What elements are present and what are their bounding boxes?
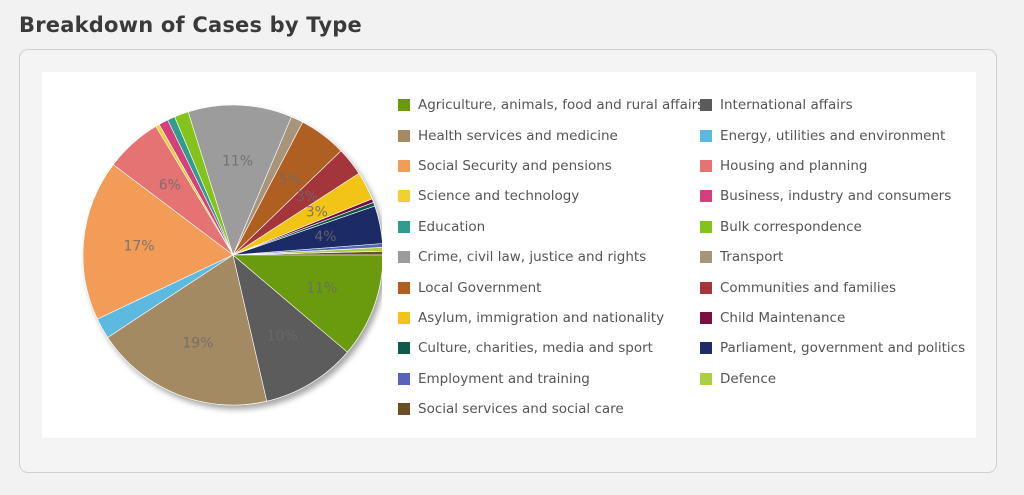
pie-slice-16[interactable]	[82, 164, 234, 320]
legend-swatch	[398, 372, 410, 385]
slice-label: 10%	[267, 329, 298, 345]
slice-label: 19%	[182, 336, 213, 352]
slice-label: 3%	[296, 189, 318, 205]
legend-swatch	[398, 251, 410, 264]
legend-label: Communities and families	[720, 279, 896, 296]
legend-label: Social Security and pensions	[418, 157, 612, 174]
legend-label: Energy, utilities and environment	[720, 127, 946, 144]
legend-swatch	[700, 311, 712, 324]
pie-slice-18[interactable]	[107, 254, 268, 406]
legend-item[interactable]: Social services and social care	[398, 394, 700, 424]
legend-label: Housing and planning	[720, 157, 868, 174]
legend-swatch	[700, 342, 712, 355]
legend-label: Education	[418, 218, 486, 235]
legend-item[interactable]: Energy, utilities and environment	[700, 120, 970, 150]
legend-label: International affairs	[720, 97, 853, 114]
legend-item[interactable]: Child Maintenance	[700, 303, 970, 333]
pie-chart: 4%3%3%5%11%6%17%19% 10%11%	[82, 104, 382, 406]
legend-swatch	[398, 99, 410, 112]
legend-swatch	[398, 281, 410, 294]
legend-swatch	[398, 311, 410, 324]
pie-slice-20[interactable]	[232, 254, 382, 353]
legend-item[interactable]: Communities and families	[700, 272, 970, 302]
legend-swatch	[398, 129, 410, 142]
page-title: Breakdown of Cases by Type	[19, 13, 362, 37]
legend-label: Defence	[720, 370, 777, 387]
slice-label: 6%	[159, 178, 181, 194]
chart-panel: 4% 3% 3% 5% 11% 6% 17% 19% 10% 11% Agriculture, a…	[42, 72, 976, 438]
legend-item[interactable]: Science and technology	[398, 181, 700, 211]
legend-item[interactable]: Employment and training	[398, 364, 700, 394]
legend-label: Child Maintenance	[720, 309, 846, 326]
legend-swatch	[700, 281, 712, 294]
legend-swatch	[700, 220, 712, 233]
legend-label: Transport	[720, 249, 784, 266]
chart-card: 4% 3% 3% 5% 11% 6% 17% 19% 10% 11% Agriculture, a…	[19, 49, 997, 473]
slice-label: 5%	[279, 172, 301, 188]
legend-swatch	[398, 220, 410, 233]
legend-swatch	[398, 403, 410, 416]
legend-item[interactable]: Social Security and pensions	[398, 151, 700, 181]
pie-slice-10[interactable]	[187, 104, 292, 256]
legend-label: Local Government	[418, 279, 542, 296]
legend-label: Science and technology	[418, 188, 580, 205]
legend-label: Social services and social care	[418, 401, 624, 418]
legend-item[interactable]: Culture, charities, media and sport	[398, 333, 700, 363]
legend-item[interactable]: Health services and medicine	[398, 120, 700, 150]
slice-label: 4%	[314, 229, 336, 245]
legend-swatch	[700, 159, 712, 172]
slice-label: 11%	[222, 154, 253, 170]
slice-label: 11%	[306, 281, 337, 297]
legend-swatch	[700, 372, 712, 385]
legend-item[interactable]: Crime, civil law, justice and rights	[398, 242, 700, 272]
slice-label: 3%	[306, 204, 328, 220]
pie-slice-0[interactable]	[232, 250, 382, 256]
legend-label: Employment and training	[418, 370, 590, 387]
chart-legend: Agriculture, animals, food and rural aff…	[398, 90, 978, 424]
legend-item[interactable]: Business, industry and consumers	[700, 181, 970, 211]
legend-item[interactable]: Defence	[700, 364, 970, 394]
legend-item[interactable]: Asylum, immigration and nationality	[398, 303, 700, 333]
legend-swatch	[700, 129, 712, 142]
legend-item[interactable]: International affairs	[700, 90, 970, 120]
legend-item[interactable]: Housing and planning	[700, 151, 970, 181]
legend-item[interactable]: Parliament, government and politics	[700, 333, 970, 363]
legend-item[interactable]: Education	[398, 212, 700, 242]
legend-label: Asylum, immigration and nationality	[418, 309, 665, 326]
legend-label: Health services and medicine	[418, 127, 618, 144]
legend-swatch	[700, 251, 712, 264]
legend-item[interactable]: Agriculture, animals, food and rural aff…	[398, 90, 704, 120]
slice-label: 17%	[123, 238, 154, 254]
legend-label: Culture, charities, media and sport	[418, 340, 653, 357]
legend-item[interactable]: Transport	[700, 242, 970, 272]
legend-swatch	[398, 190, 410, 203]
legend-swatch	[700, 190, 712, 203]
legend-swatch	[700, 99, 712, 112]
legend-label: Bulk correspondence	[720, 218, 862, 235]
legend-label: Agriculture, animals, food and rural aff…	[418, 97, 705, 114]
legend-label: Parliament, government and politics	[720, 340, 966, 357]
pie-slice-19[interactable]	[232, 254, 348, 402]
legend-label: Business, industry and consumers	[720, 188, 952, 205]
legend-swatch	[398, 159, 410, 172]
legend-item[interactable]: Local Government	[398, 272, 700, 302]
legend-swatch	[398, 342, 410, 355]
legend-label: Crime, civil law, justice and rights	[418, 249, 647, 266]
legend-item[interactable]: Bulk correspondence	[700, 212, 970, 242]
